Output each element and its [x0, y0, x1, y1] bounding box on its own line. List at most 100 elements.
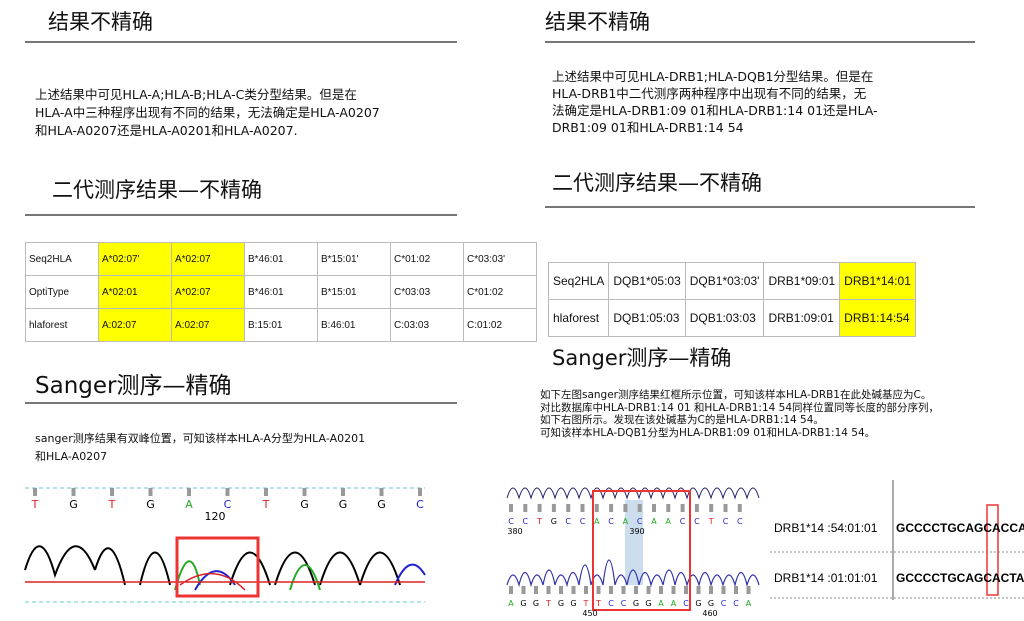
base-tick [379, 488, 384, 496]
base-tick [225, 488, 230, 496]
text-line: 对比数据库中HLA-DRB1:14 01 和HLA-DRB1:14 54同样位置… [540, 401, 940, 414]
text-line: 如下右图所示。发现在该处碱基为C的是HLA-DRB1:14 54。 [540, 414, 824, 426]
base-tick [666, 504, 671, 512]
position-label: 390 [629, 527, 644, 536]
heading: 结果不精确 [545, 10, 650, 34]
base-label: A [671, 599, 677, 608]
base-tick [523, 504, 528, 512]
base-tick [566, 504, 571, 512]
base-label: C [523, 517, 529, 526]
base-label: C [694, 517, 700, 526]
base-label: T [262, 498, 270, 511]
base-tick [723, 504, 728, 512]
base-label: T [31, 498, 39, 511]
table-cell: A*02:07 [171, 242, 245, 276]
table-cell: DRB1:14:54 [839, 299, 916, 337]
base-tick [684, 586, 688, 594]
allele-sequence: GCCCCTGCAGCACTACA [896, 571, 1024, 585]
base-tick [709, 504, 714, 512]
base-tick [621, 586, 626, 594]
base-tick [652, 504, 656, 512]
base-tick [596, 586, 601, 594]
text-line: 可知该样本HLA-DQB1分型为HLA-DRB1:09 01和HLA-DRB1:… [540, 426, 876, 439]
table-cell: C:01:02 [463, 308, 537, 342]
base-tick [680, 504, 685, 512]
base-label: G [708, 599, 714, 608]
heading: Sanger测序—精确 [35, 373, 232, 399]
paragraph: 上述结果中可见HLA-A;HLA-B;HLA-C类分型结果。但是在 HLA-A中三… [35, 86, 380, 140]
heading: 二代测序结果—不精确 [52, 178, 262, 202]
base-label: G [551, 517, 557, 526]
base-label: G [146, 498, 155, 511]
heading: 结果不精确 [48, 10, 153, 34]
base-label: C [224, 498, 232, 511]
base-label: T [595, 599, 601, 608]
table-cell: C*01:02 [390, 242, 464, 276]
base-label: C [721, 599, 727, 608]
base-tick [521, 586, 526, 594]
base-label: C [508, 517, 514, 526]
table-cell: C*03:03 [390, 275, 464, 309]
base-label: C [683, 599, 689, 608]
chromatogram [506, 487, 760, 611]
base-label: G [533, 599, 539, 608]
base-label: G [570, 599, 576, 608]
table-cell: A:02:07 [171, 308, 245, 342]
base-tick [646, 586, 651, 594]
text-line: HLA-DRB1中二代测序两种程序中出现有不同的结果，无 [552, 86, 867, 101]
rule [545, 41, 975, 43]
text-line: 上述结果中可见HLA-A;HLA-B;HLA-C类分型结果。但是在 [35, 87, 357, 102]
base-tick [609, 504, 614, 512]
base-label: A [658, 599, 664, 608]
base-label: C [416, 498, 424, 511]
base-tick [584, 586, 588, 594]
base-label: T [536, 517, 542, 526]
base-label: G [520, 599, 526, 608]
paragraph: sanger测序结果有双峰位置，可知该样本HLA-A分型为HLA-A0201 和H… [35, 430, 365, 466]
heading: Sanger测序—精确 [552, 346, 732, 370]
base-tick [302, 488, 307, 496]
base-tick [734, 586, 738, 594]
base-tick [418, 488, 422, 496]
position-label: 380 [507, 527, 522, 536]
base-label: A [746, 599, 752, 608]
base-label: C [637, 517, 643, 526]
table-cell: DQB1:05:03 [608, 299, 686, 337]
table-cell: B:46:01 [317, 308, 391, 342]
position-label: 450 [582, 609, 597, 618]
base-tick [341, 488, 345, 496]
allele-label: DRB1*14 :54:01:01 [774, 521, 878, 535]
table-cell: hlaforest [547, 299, 610, 337]
base-label: G [300, 498, 309, 511]
base-tick [609, 586, 613, 594]
table-cell: DRB1:09:01 [763, 299, 841, 337]
table-row: OptiType A*02:01 A*02:07 B*46:01 B*15:01 C*03… [25, 275, 537, 309]
base-label: G [633, 599, 639, 608]
table-cell: A*02:07 [171, 275, 245, 309]
base-label: G [339, 498, 348, 511]
base-label: T [108, 498, 116, 511]
base-label: A [185, 498, 193, 511]
base-tick [264, 488, 268, 496]
table-cell: C*01:02 [463, 275, 537, 309]
text-line: 和HLA-A0207 [35, 450, 108, 463]
base-label: C [621, 599, 627, 608]
base-label: C [608, 517, 614, 526]
table-cell: OptiType [25, 275, 99, 309]
base-tick [110, 488, 114, 496]
rule [25, 41, 457, 43]
text-line: DRB1:09 01和HLA-DRB1:14 54 [552, 120, 744, 135]
base-tick [709, 586, 713, 594]
text-line: HLA-A中三种程序出现有不同的结果，无法确定是HLA-A0207 [35, 105, 380, 120]
base-label: C [580, 517, 586, 526]
table-cell: A*02:01 [98, 275, 172, 309]
rule [25, 402, 457, 404]
rule [545, 206, 975, 208]
base-label: A [623, 517, 629, 526]
text-line: 和HLA-A0207还是HLA-A0201和HLA-A0207. [35, 123, 298, 138]
base-tick [546, 586, 551, 594]
base-tick [571, 586, 576, 594]
base-tick [696, 586, 701, 594]
